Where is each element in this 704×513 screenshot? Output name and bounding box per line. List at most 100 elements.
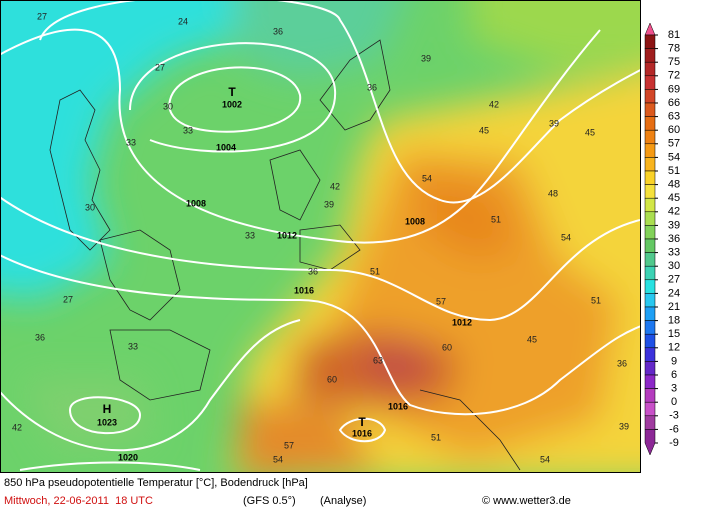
legend-label: 24 — [668, 287, 680, 299]
temperature-label: 33 — [245, 230, 255, 240]
temperature-label: 48 — [548, 188, 558, 198]
pressure-label: 1012 — [277, 230, 297, 240]
legend-cell — [644, 347, 656, 362]
map-frame — [0, 0, 641, 473]
temperature-label: 54 — [540, 454, 550, 464]
legend-cell — [644, 401, 656, 417]
legend-label: 78 — [668, 43, 680, 55]
legend-cell — [644, 429, 656, 456]
legend-label: 75 — [668, 56, 680, 68]
temperature-label: 36 — [367, 82, 377, 92]
legend-cell — [644, 157, 656, 172]
temperature-label: 24 — [178, 16, 188, 26]
pressure-center: T — [228, 85, 236, 99]
legend-label: 42 — [668, 206, 680, 218]
temperature-label: 33 — [183, 125, 193, 135]
legend-cell — [644, 361, 656, 376]
temperature-label: 36 — [308, 266, 318, 276]
temperature-label: 39 — [421, 53, 431, 63]
pressure-center: H — [103, 402, 112, 416]
legend-label: -6 — [669, 423, 679, 435]
temperature-label: 33 — [128, 341, 138, 351]
temperature-label: 27 — [37, 11, 47, 21]
legend-label: 45 — [668, 192, 680, 204]
temperature-label: 45 — [527, 334, 537, 344]
footer-title: 850 hPa pseudopotentielle Temperatur [°C… — [4, 477, 308, 489]
legend-cell — [644, 252, 656, 267]
pressure-label: 1016 — [352, 428, 372, 438]
temperature-label: 30 — [85, 202, 95, 212]
temperature-label: 60 — [327, 374, 337, 384]
legend-label: 30 — [668, 260, 680, 272]
legend-label: 66 — [668, 97, 680, 109]
temperature-label: 51 — [431, 432, 441, 442]
legend-cell — [644, 170, 656, 185]
temperature-label: 45 — [479, 125, 489, 135]
legend-cell — [644, 265, 656, 281]
isobars — [0, 0, 640, 471]
legend-cell — [644, 320, 656, 335]
legend-label: 72 — [668, 70, 680, 82]
temperature-label: 39 — [619, 421, 629, 431]
temperature-label: 51 — [491, 214, 501, 224]
legend-label: 48 — [668, 179, 680, 191]
temperature-label: 51 — [591, 295, 601, 305]
temperature-label: 30 — [163, 101, 173, 111]
temperature-label: 54 — [422, 173, 432, 183]
legend-label: 6 — [671, 369, 677, 381]
legend-cell — [644, 388, 656, 403]
footer-model: (GFS 0.5°) — [243, 495, 296, 507]
temperature-label: 45 — [585, 127, 595, 137]
legend-label: 39 — [668, 219, 680, 231]
legend-cell — [644, 415, 656, 430]
temperature-label: 36 — [617, 358, 627, 368]
legend-label: 54 — [668, 151, 680, 163]
legend: 8178757269666360575451484542393633302724… — [644, 22, 680, 456]
legend-label: 15 — [668, 328, 680, 340]
temperature-label: 27 — [155, 62, 165, 72]
legend-label: 57 — [668, 138, 680, 150]
pressure-label: 1008 — [186, 198, 206, 208]
temperature-label: 39 — [549, 118, 559, 128]
temperature-label: 42 — [12, 422, 22, 432]
legend-label: 33 — [668, 247, 680, 259]
pressure-label: 1004 — [216, 142, 236, 152]
temperature-label: 60 — [442, 342, 452, 352]
legend-cell — [644, 34, 656, 49]
legend-cell — [644, 61, 656, 77]
pressure-label: 1020 — [118, 452, 138, 462]
legend-cell — [644, 102, 656, 117]
temperature-label: 63 — [373, 355, 383, 365]
legend-label: -9 — [669, 437, 679, 449]
footer-credit: © www.wetter3.de — [482, 495, 571, 507]
legend-label: 0 — [671, 396, 677, 408]
legend-cell — [644, 129, 656, 145]
coastlines — [49, 39, 521, 471]
legend-label: 3 — [671, 383, 677, 395]
legend-label: 36 — [668, 233, 680, 245]
temperature-label: 42 — [489, 99, 499, 109]
temperature-label: 36 — [273, 26, 283, 36]
temperature-label: 57 — [284, 440, 294, 450]
temperature-label: 42 — [330, 181, 340, 191]
temperature-label: 57 — [436, 296, 446, 306]
pressure-label: 1012 — [452, 317, 472, 327]
temperature-label: 54 — [273, 454, 283, 464]
pressure-center: T — [358, 415, 366, 429]
map-field: 27 24 27 30 33 33 36 36 39 42 45 39 45 48 54 51 54 39 42 36… — [0, 0, 640, 472]
temperature-label: 33 — [126, 137, 136, 147]
legend-label: 21 — [668, 301, 680, 313]
legend-cell — [644, 75, 656, 90]
legend-label: 69 — [668, 83, 680, 95]
legend-cell — [644, 293, 656, 308]
temperature-label: 54 — [561, 232, 571, 242]
legend-cell — [644, 306, 656, 321]
legend-cell — [644, 225, 656, 240]
pressure-label: 1016 — [388, 401, 408, 411]
legend-cell — [644, 22, 656, 36]
legend-cell — [644, 211, 656, 226]
legend-cell — [644, 184, 656, 199]
legend-label: 60 — [668, 124, 680, 136]
